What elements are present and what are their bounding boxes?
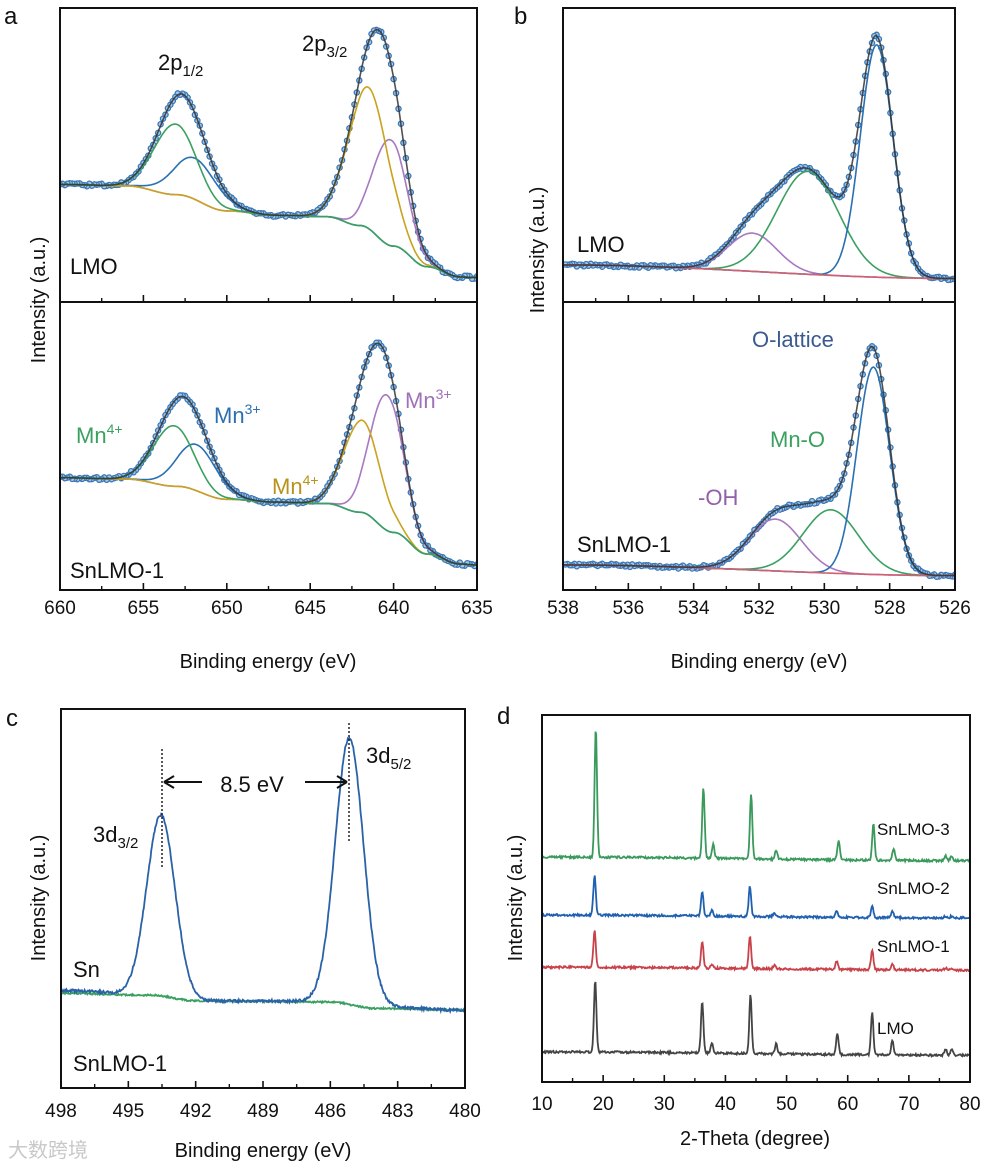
x-tick-label: 50: [776, 1094, 797, 1115]
x-tick-label: 538: [547, 598, 579, 619]
label-3d32: 3d3/2: [93, 822, 138, 852]
fit-envelope: [60, 342, 477, 566]
label-mn4-left: Mn4+: [76, 421, 123, 448]
fit-envelope: [563, 345, 955, 577]
x-tick-label: 655: [128, 598, 160, 619]
x-axis-title-c: Binding energy (eV): [175, 1140, 352, 1162]
series-line-sn: [61, 735, 465, 1015]
x-tick-label: 530: [808, 598, 840, 619]
chart-panel-b: 538 536 534 532 530 528 526: [547, 7, 971, 619]
series-line-snlmo-1: [542, 930, 970, 974]
x-tick-label: 30: [654, 1094, 675, 1115]
panel-letter-d: d: [497, 703, 510, 730]
x-tick-label: 489: [247, 1101, 279, 1122]
x-tick-label: 10: [531, 1094, 552, 1115]
x-axis-title-d: 2-Theta (degree): [680, 1128, 830, 1150]
panel-letter-b: b: [514, 3, 527, 30]
label-3d52: 3d5/2: [366, 743, 411, 773]
fit-envelope: [563, 34, 955, 280]
y-axis-title-b: Intensity (a.u.): [527, 187, 549, 314]
plot-area-a: [60, 26, 477, 570]
label-o-lattice: O-lattice: [752, 327, 834, 352]
label-sample-snlmo1-b: SnLMO-1: [577, 532, 671, 557]
series-line-lmo: [542, 981, 970, 1059]
label-oh: -OH: [698, 485, 738, 510]
y-axis-title-d: Intensity (a.u.): [505, 835, 527, 962]
chart-panel-c: 498 495 492 489 486 483 480: [45, 708, 481, 1122]
chart-panel-a: 660 655 650 645 640 635: [44, 7, 493, 619]
label-2p12: 2p1/2: [158, 50, 203, 80]
component-curve-mn4-2p3-2: [60, 419, 477, 566]
x-tick-label: 536: [612, 598, 644, 619]
chart-panel-d: 10 20 30 40 50 60 70 80: [531, 714, 981, 1115]
legend-snlmo2: SnLMO-2: [877, 879, 950, 898]
x-tick-label: 528: [874, 598, 906, 619]
x-tick-label: 80: [959, 1094, 980, 1115]
label-sample-sn: Sn: [73, 957, 100, 982]
plot-area-c: [61, 735, 465, 1015]
series-line-snlmo-3: [542, 731, 970, 865]
label-mn-o: Mn-O: [770, 427, 825, 452]
label-2p32: 2p3/2: [302, 31, 347, 61]
legend-snlmo3: SnLMO-3: [877, 820, 950, 839]
label-sample-lmo-a: LMO: [70, 254, 118, 279]
label-mn3-right: Mn3+: [405, 386, 452, 413]
panel-letter-c: c: [6, 705, 18, 732]
x-tick-label: 60: [837, 1094, 858, 1115]
x-tick-label: 480: [449, 1101, 481, 1122]
legend-lmo: LMO: [877, 1019, 914, 1038]
plot-area-d: [542, 731, 970, 1059]
label-sample-snlmo1-a: SnLMO-1: [70, 558, 164, 583]
arrow-right: [305, 775, 348, 789]
label-mn4-right: Mn4+: [272, 472, 319, 499]
x-tick-label: 486: [314, 1101, 346, 1122]
x-tick-label: 495: [112, 1101, 144, 1122]
x-tick-label: 640: [378, 598, 410, 619]
fit-envelope: [60, 28, 477, 279]
x-tick-label: 498: [45, 1101, 77, 1122]
label-sample-snlmo1-c: SnLMO-1: [73, 1051, 167, 1076]
label-mn3-left: Mn3+: [214, 401, 261, 428]
x-tick-label: 492: [180, 1101, 212, 1122]
label-sample-lmo-b: LMO: [577, 232, 625, 257]
y-axis-title-c: Intensity (a.u.): [28, 835, 50, 962]
x-tick-label: 645: [294, 598, 326, 619]
plot-frame: [59, 7, 478, 303]
label-splitting: 8.5 eV: [220, 772, 284, 797]
legend-snlmo1: SnLMO-1: [877, 937, 950, 956]
x-tick-label: 40: [715, 1094, 736, 1115]
y-axis-title-a: Intensity (a.u.): [28, 237, 50, 364]
x-tick-label: 20: [593, 1094, 614, 1115]
x-tick-label: 532: [743, 598, 775, 619]
plot-area-b: [563, 31, 955, 580]
arrow-left: [163, 775, 202, 789]
x-axis-title-b: Binding energy (eV): [671, 651, 848, 673]
watermark: 大数跨境: [8, 1139, 88, 1162]
x-tick-label: 650: [211, 598, 243, 619]
series-line-snlmo-2: [542, 875, 970, 922]
component-curve-mn4-2p1-2: [60, 425, 477, 566]
component-curve-mn4-2p1-2: [60, 123, 477, 279]
x-tick-label: 70: [898, 1094, 919, 1115]
x-tick-label: 660: [44, 598, 76, 619]
x-tick-label: 635: [461, 598, 493, 619]
x-tick-label: 526: [939, 598, 971, 619]
x-tick-label: 534: [678, 598, 710, 619]
panel-letter-a: a: [4, 3, 18, 30]
x-tick-label: 483: [382, 1101, 414, 1122]
x-axis-title-a: Binding energy (eV): [180, 651, 357, 673]
